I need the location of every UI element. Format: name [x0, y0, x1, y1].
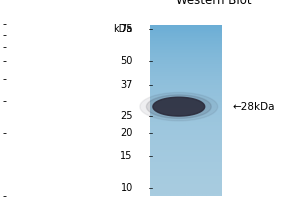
Text: 75: 75 [120, 24, 133, 34]
Text: 20: 20 [120, 128, 133, 138]
Text: 37: 37 [120, 80, 133, 90]
Text: kDa: kDa [113, 24, 133, 34]
Text: Western Blot: Western Blot [176, 0, 251, 7]
Text: 25: 25 [120, 111, 133, 121]
Polygon shape [140, 93, 218, 121]
Text: ←28kDa: ←28kDa [232, 102, 274, 112]
Polygon shape [146, 95, 211, 118]
Text: 15: 15 [120, 151, 133, 161]
Polygon shape [153, 97, 205, 116]
Text: 50: 50 [120, 56, 133, 66]
Text: 10: 10 [121, 183, 133, 193]
